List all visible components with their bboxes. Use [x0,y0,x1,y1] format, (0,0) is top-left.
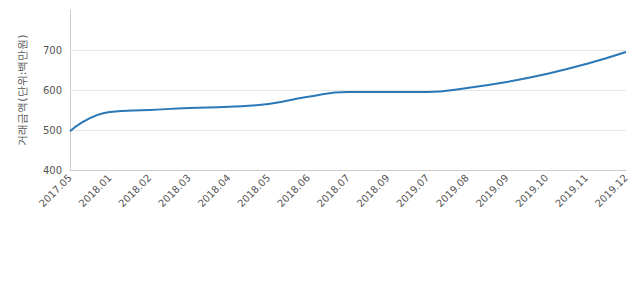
svg-text:2019.09: 2019.09 [474,172,511,209]
svg-text:400: 400 [43,165,62,176]
svg-text:2019.08: 2019.08 [434,172,471,209]
svg-text:600: 600 [43,85,62,96]
svg-text:2019.10: 2019.10 [513,172,550,209]
svg-text:2018.02: 2018.02 [116,172,153,209]
svg-text:2017.05: 2017.05 [37,172,74,209]
svg-text:2018.07: 2018.07 [315,172,352,209]
svg-text:2019.12: 2019.12 [593,172,630,209]
svg-text:500: 500 [43,125,62,136]
svg-text:2018.09: 2018.09 [355,172,392,209]
svg-text:2018.04: 2018.04 [196,172,233,209]
svg-text:2018.05: 2018.05 [235,172,272,209]
svg-text:700: 700 [43,45,62,56]
svg-text:2019.07: 2019.07 [394,172,431,209]
svg-text:2018.03: 2018.03 [156,172,193,209]
svg-text:2018.06: 2018.06 [275,172,312,209]
svg-text:거래금액(단위:백만원): 거래금액(단위:백만원) [16,34,29,145]
svg-text:2018.01: 2018.01 [77,172,114,209]
svg-text:2019.11: 2019.11 [553,172,590,209]
